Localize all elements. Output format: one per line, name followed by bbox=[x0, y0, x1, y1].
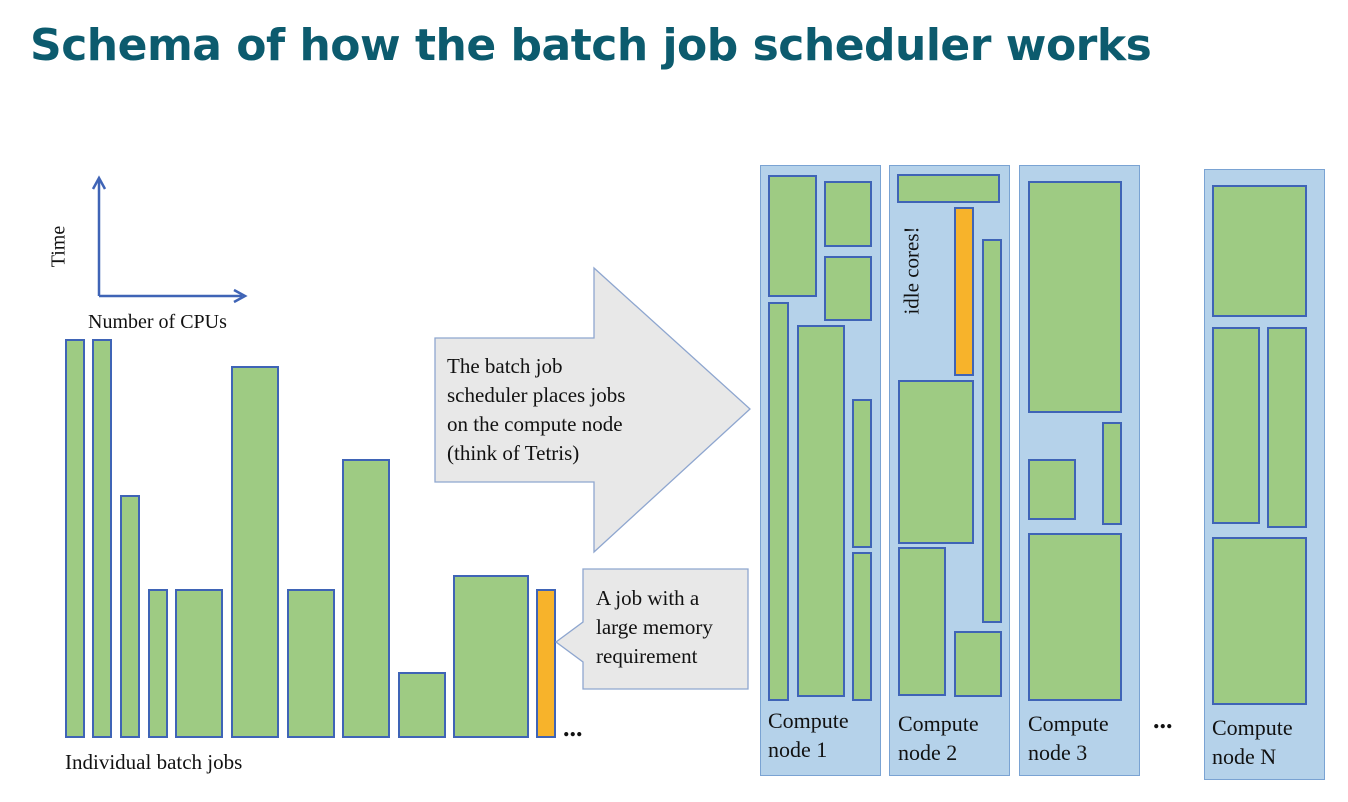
batch-job bbox=[1212, 185, 1307, 317]
batch-job bbox=[1028, 459, 1076, 520]
batch-job bbox=[1028, 533, 1122, 701]
axes-icon bbox=[91, 175, 248, 304]
jobs-label: Individual batch jobs bbox=[65, 750, 243, 774]
batch-job bbox=[92, 339, 112, 738]
batch-job bbox=[1028, 181, 1122, 413]
jobs-ellipsis: ... bbox=[563, 713, 583, 742]
scheduler-arrow bbox=[434, 266, 751, 554]
batch-job bbox=[398, 672, 446, 738]
batch-job bbox=[1267, 327, 1307, 528]
batch-job bbox=[148, 589, 168, 738]
batch-job bbox=[852, 399, 872, 548]
large-memory-job bbox=[954, 207, 974, 376]
batch-job bbox=[852, 552, 872, 701]
batch-job bbox=[342, 459, 390, 738]
batch-job bbox=[797, 325, 845, 697]
idle-cores-label: idle cores! bbox=[899, 226, 924, 315]
batch-job bbox=[175, 589, 223, 738]
memory-callout-text: A job with a large memory requirement bbox=[596, 586, 713, 668]
batch-job bbox=[1102, 422, 1122, 525]
batch-job bbox=[768, 302, 789, 701]
batch-job bbox=[898, 547, 946, 696]
batch-job bbox=[824, 256, 872, 321]
batch-job bbox=[824, 181, 872, 247]
x-axis-label: Number of CPUs bbox=[88, 311, 227, 333]
memory-callout bbox=[554, 568, 749, 690]
batch-job bbox=[954, 631, 1002, 697]
batch-job bbox=[1212, 327, 1260, 524]
node-label: Compute node 2 bbox=[898, 711, 979, 765]
y-axis-label: Time bbox=[47, 225, 70, 268]
batch-job bbox=[768, 175, 817, 297]
batch-job bbox=[897, 174, 1000, 203]
arrow-text: The batch job scheduler places jobs on t… bbox=[447, 354, 626, 465]
batch-job bbox=[453, 575, 529, 738]
batch-job bbox=[120, 495, 140, 738]
batch-job bbox=[231, 366, 279, 738]
batch-job bbox=[65, 339, 85, 738]
page-title: Schema of how the batch job scheduler wo… bbox=[30, 20, 1152, 71]
node-label: Compute node 1 bbox=[768, 708, 849, 762]
node-label: Compute node N bbox=[1212, 715, 1293, 769]
batch-job bbox=[1212, 537, 1307, 705]
batch-job bbox=[898, 380, 974, 544]
batch-job bbox=[982, 239, 1002, 623]
nodes-ellipsis: ... bbox=[1153, 705, 1173, 734]
large-memory-job bbox=[536, 589, 556, 738]
node-label: Compute node 3 bbox=[1028, 711, 1109, 765]
batch-job bbox=[287, 589, 335, 738]
